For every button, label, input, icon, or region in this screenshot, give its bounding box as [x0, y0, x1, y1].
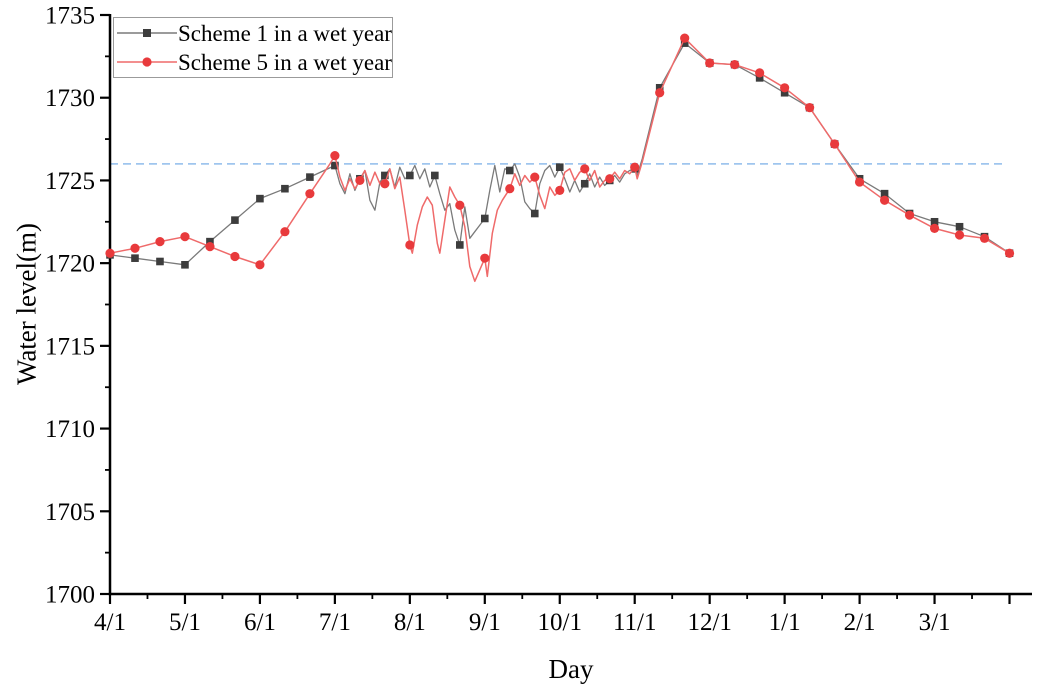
x-tick-label: 11/1: [613, 609, 657, 636]
data-point-circle: [505, 184, 515, 194]
legend-item-scheme-5: Scheme 5 in a wet year: [114, 48, 392, 76]
data-point-circle: [205, 242, 215, 252]
y-tick-label: 1730: [45, 85, 95, 112]
square-marker-icon: [143, 29, 151, 37]
data-point-square: [281, 184, 289, 193]
y-tick-label: 1710: [45, 416, 95, 443]
data-point-circle: [929, 223, 940, 234]
data-point-circle: [255, 260, 265, 270]
data-point-circle: [904, 210, 915, 220]
data-point-circle: [405, 240, 415, 250]
data-point-circle: [530, 172, 540, 182]
data-point-square: [431, 171, 439, 180]
x-tick-label: 9/1: [469, 609, 501, 636]
data-point-circle: [105, 248, 115, 258]
data-point-circle: [130, 243, 140, 253]
data-point-circle: [455, 200, 465, 210]
data-point-square: [306, 173, 314, 181]
data-point-circle: [580, 164, 590, 174]
data-point-circle: [780, 83, 790, 93]
data-point-square: [406, 171, 414, 180]
legend-label-scheme-5: Scheme 5 in a wet year: [178, 49, 392, 75]
data-point-circle: [830, 139, 840, 149]
x-tick-label: 6/1: [244, 609, 276, 636]
y-axis-title: Water level(m): [11, 223, 42, 385]
data-point-circle: [655, 88, 665, 98]
y-tick-label: 1700: [45, 582, 95, 609]
data-point-square: [780, 88, 789, 97]
circle-marker-icon: [142, 57, 152, 67]
y-tick-label: 1705: [45, 499, 95, 526]
x-tick-label: 7/1: [319, 609, 351, 636]
data-point-circle: [680, 33, 690, 43]
data-point-circle: [305, 189, 315, 199]
data-point-circle: [854, 177, 865, 187]
data-point-circle: [605, 174, 615, 184]
legend-item-scheme-1: Scheme 1 in a wet year: [114, 19, 392, 47]
data-point-square: [480, 214, 489, 223]
x-tick-label: 3/1: [919, 609, 951, 636]
data-point-square: [555, 163, 564, 171]
data-point-square: [505, 166, 514, 175]
data-point-circle: [805, 103, 815, 113]
data-point-square: [680, 39, 689, 47]
x-tick-label: 10/1: [538, 609, 582, 636]
data-point-circle: [330, 151, 340, 161]
data-point-circle: [705, 58, 715, 68]
legend-line-sample: [117, 57, 177, 67]
data-point-circle: [755, 68, 765, 78]
data-point-square: [256, 194, 264, 203]
data-point-circle: [730, 60, 740, 70]
data-point-circle: [630, 162, 640, 172]
data-point-circle: [480, 253, 490, 263]
data-point-square: [331, 161, 339, 170]
y-tick-label: 1715: [45, 333, 95, 360]
data-point-square: [930, 217, 939, 226]
data-point-circle: [380, 179, 390, 189]
data-point-square: [156, 257, 164, 266]
x-axis-title: Day: [548, 654, 594, 684]
data-point-square: [381, 171, 389, 180]
data-point-circle: [1004, 248, 1015, 258]
data-point-square: [580, 179, 589, 188]
data-point-square: [755, 74, 764, 82]
x-tick-label: 5/1: [169, 609, 201, 636]
data-point-circle: [280, 227, 290, 237]
data-point-square: [206, 237, 214, 246]
legend: Scheme 1 in a wet year Scheme 5 in a wet…: [113, 17, 393, 78]
data-point-circle: [979, 233, 990, 243]
data-point-circle: [879, 195, 890, 205]
x-tick-label: 12/1: [687, 609, 731, 636]
y-tick-label: 1725: [45, 168, 95, 195]
x-tick-label: 8/1: [394, 609, 426, 636]
data-point-square: [131, 254, 139, 262]
data-point-circle: [954, 230, 965, 240]
data-point-square: [530, 209, 539, 218]
x-tick-label: 1/1: [769, 609, 801, 636]
x-tick-label: 4/1: [94, 609, 126, 636]
data-point-square: [456, 241, 464, 249]
legend-line-sample: [117, 29, 177, 37]
x-tick-label: 2/1: [844, 609, 876, 636]
data-point-square: [655, 83, 664, 92]
legend-label-scheme-1: Scheme 1 in a wet year: [178, 20, 392, 46]
data-point-square: [231, 216, 239, 224]
y-tick-label: 1720: [45, 251, 95, 278]
data-point-circle: [555, 185, 565, 195]
data-point-circle: [155, 237, 165, 247]
data-point-circle: [230, 251, 240, 262]
data-point-circle: [355, 175, 365, 186]
data-point-square: [880, 189, 889, 198]
data-point-circle: [180, 232, 190, 242]
data-point-square: [955, 222, 964, 231]
y-tick-label: 1735: [45, 3, 95, 30]
data-point-square: [181, 260, 189, 269]
